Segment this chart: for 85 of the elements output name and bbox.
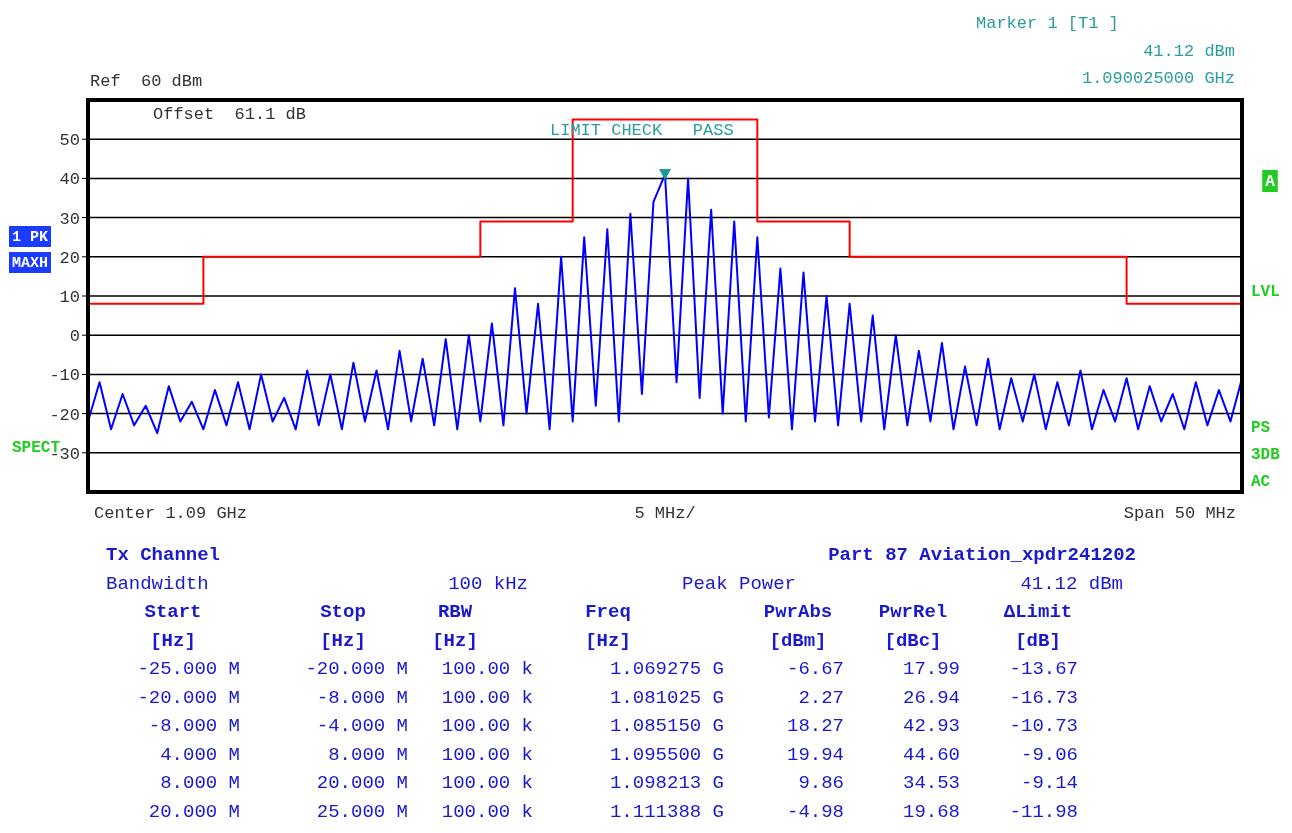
text: 1.081025 G	[609, 686, 724, 709]
text: -20.000 M	[137, 686, 240, 709]
text: [Hz]	[585, 629, 631, 652]
text: ΔLimit	[1003, 601, 1073, 623]
text: 100.00 k	[441, 800, 533, 823]
text: 4.000 M	[160, 743, 240, 766]
y-tick-label: -10	[49, 366, 80, 386]
text: 9.86	[798, 772, 844, 794]
text: Part 87 Aviation_xpdr241202	[828, 544, 1136, 566]
text: -16.73	[1009, 686, 1078, 709]
text: Tx Channel	[106, 544, 221, 566]
y-tick-label: -20	[49, 405, 80, 425]
text: -13.67	[1009, 658, 1078, 680]
text: PS	[1251, 419, 1271, 437]
text: -20.000 M	[305, 658, 408, 680]
text: 1.095500 G	[609, 743, 724, 766]
text: 1.111388 G	[609, 800, 724, 823]
text: Center 1.09 GHz	[94, 504, 248, 523]
text: Ref 60 dBm	[90, 72, 203, 91]
text: MAXH	[12, 255, 49, 272]
text: [dBc]	[884, 629, 942, 652]
text: Start	[144, 601, 202, 623]
text: Marker 1 [T1 ]	[976, 14, 1119, 33]
text: 1.085150 G	[609, 715, 724, 737]
y-tick-label: 20	[59, 248, 80, 268]
y-tick-label: 40	[59, 170, 80, 190]
text: 18.27	[786, 715, 844, 737]
text: 100.00 k	[441, 715, 533, 737]
text: 42.93	[902, 715, 960, 737]
text: 1.098213 G	[609, 772, 724, 794]
text: 41.12 dBm	[1020, 573, 1123, 595]
text: 1.069275 G	[609, 658, 724, 680]
text: [Hz]	[432, 629, 478, 652]
text: AC	[1251, 473, 1271, 491]
text: PwrRel	[878, 601, 948, 623]
text: Peak Power	[682, 573, 797, 595]
text: PwrAbs	[763, 601, 833, 623]
text: 1.090025000 GHz	[1081, 69, 1235, 88]
text: LVL	[1251, 283, 1280, 301]
text: [dB]	[1015, 629, 1061, 652]
text: 20.000 M	[316, 772, 408, 794]
text: -4.98	[786, 800, 844, 823]
text: 5 MHz/	[634, 504, 696, 523]
text: 19.94	[786, 743, 844, 766]
text: RBW	[437, 601, 473, 623]
text: 17.99	[902, 658, 960, 680]
text: -6.67	[786, 658, 844, 680]
text: 8.000 M	[328, 743, 408, 766]
text: Bandwidth	[106, 573, 209, 595]
text: 19.68	[902, 800, 960, 823]
text: -25.000 M	[137, 658, 240, 680]
text: 100 kHz	[448, 573, 528, 595]
text: -11.98	[1009, 800, 1078, 823]
text: -4.000 M	[316, 715, 408, 737]
text: 100.00 k	[441, 743, 533, 766]
text: A	[1265, 173, 1276, 191]
text: -8.000 M	[316, 686, 408, 709]
text: Stop	[320, 601, 366, 623]
text: 100.00 k	[441, 772, 533, 794]
text: 100.00 k	[441, 658, 533, 680]
text: 41.12 dBm	[1143, 42, 1235, 61]
text: 34.53	[902, 772, 960, 794]
text: 44.60	[902, 743, 960, 766]
text: [Hz]	[320, 629, 366, 652]
y-tick-label: 30	[59, 209, 80, 229]
text: 20.000 M	[148, 800, 240, 823]
text: -10.73	[1009, 715, 1078, 737]
y-tick-label: 10	[59, 288, 80, 308]
text: 100.00 k	[441, 686, 533, 709]
text: -8.000 M	[148, 715, 240, 737]
text: 1 PK	[12, 229, 49, 246]
text: -9.14	[1020, 772, 1078, 794]
y-tick-label: 50	[59, 131, 80, 151]
text: -9.06	[1020, 743, 1078, 766]
text: 26.94	[902, 686, 960, 709]
text: 3DB	[1251, 446, 1281, 464]
y-tick-label: 0	[69, 327, 80, 347]
text: Span 50 MHz	[1123, 504, 1236, 523]
text: 2.27	[798, 686, 844, 709]
text: 25.000 M	[316, 800, 408, 823]
text: 8.000 M	[160, 772, 240, 794]
text: [dBm]	[769, 629, 827, 652]
annotation: Offset 61.1 dB	[153, 105, 307, 124]
text: [Hz]	[150, 629, 196, 652]
text: Freq	[585, 601, 631, 623]
